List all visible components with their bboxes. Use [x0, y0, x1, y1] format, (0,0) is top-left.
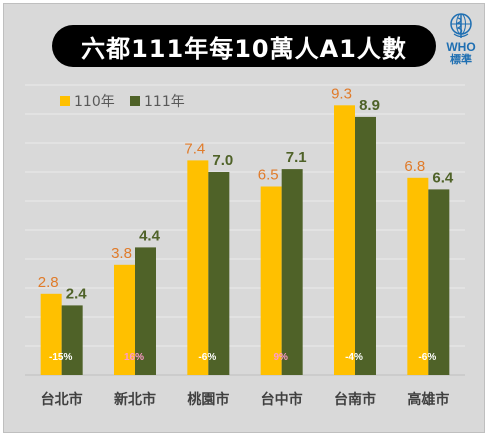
bar-110: [187, 160, 209, 375]
chart-frame: [3, 3, 485, 433]
change-label: -4%: [345, 352, 363, 363]
data-label-111: 6.4: [432, 169, 454, 186]
data-label-110: 2.8: [38, 274, 59, 291]
bar-110: [114, 264, 135, 375]
data-label-110: 6.8: [404, 158, 425, 175]
category-label: 高雄市: [407, 391, 449, 408]
who-label: WHO: [446, 40, 476, 54]
bar-110: [334, 105, 355, 376]
legend-swatch-110: [60, 96, 70, 106]
bar-111: [61, 305, 83, 375]
change-label: -15%: [49, 352, 72, 363]
change-label: 9%: [273, 352, 288, 363]
legend-label-110: 110年: [74, 94, 115, 110]
category-label: 新北市: [114, 391, 156, 408]
bar-111: [281, 169, 303, 375]
data-label-110: 7.4: [184, 140, 205, 157]
data-label-111: 7.0: [212, 152, 233, 169]
bar-111: [355, 116, 376, 376]
legend-label-111: 111年: [144, 94, 185, 110]
data-label-110: 9.3: [331, 85, 352, 102]
data-label-110: 3.8: [111, 245, 132, 262]
category-label: 台中市: [261, 391, 303, 408]
data-label-111: 7.1: [286, 149, 307, 166]
change-label: 16%: [124, 352, 144, 363]
data-label-111: 4.4: [139, 227, 161, 244]
who-emblem-icon: [450, 13, 472, 38]
category-label: 台南市: [334, 391, 376, 408]
bar-110: [407, 177, 429, 375]
who-badge: WHO 標準: [440, 12, 482, 72]
data-label-111: 8.9: [359, 97, 380, 114]
change-label: -6%: [418, 352, 436, 363]
change-label: -6%: [198, 352, 216, 363]
category-label: 台北市: [41, 391, 83, 408]
data-label-111: 2.4: [66, 285, 88, 302]
bar-111: [208, 172, 230, 375]
bar-110: [260, 186, 282, 375]
data-label-110: 6.5: [258, 167, 279, 184]
bar-110: [40, 293, 62, 375]
legend-swatch-111: [130, 96, 140, 106]
bar-111: [428, 189, 450, 375]
category-label: 桃園市: [187, 391, 229, 408]
chart-title: 六都111年每10萬人A1人數: [52, 25, 436, 67]
bar-111: [135, 247, 156, 375]
who-subtitle: 標準: [450, 53, 472, 66]
